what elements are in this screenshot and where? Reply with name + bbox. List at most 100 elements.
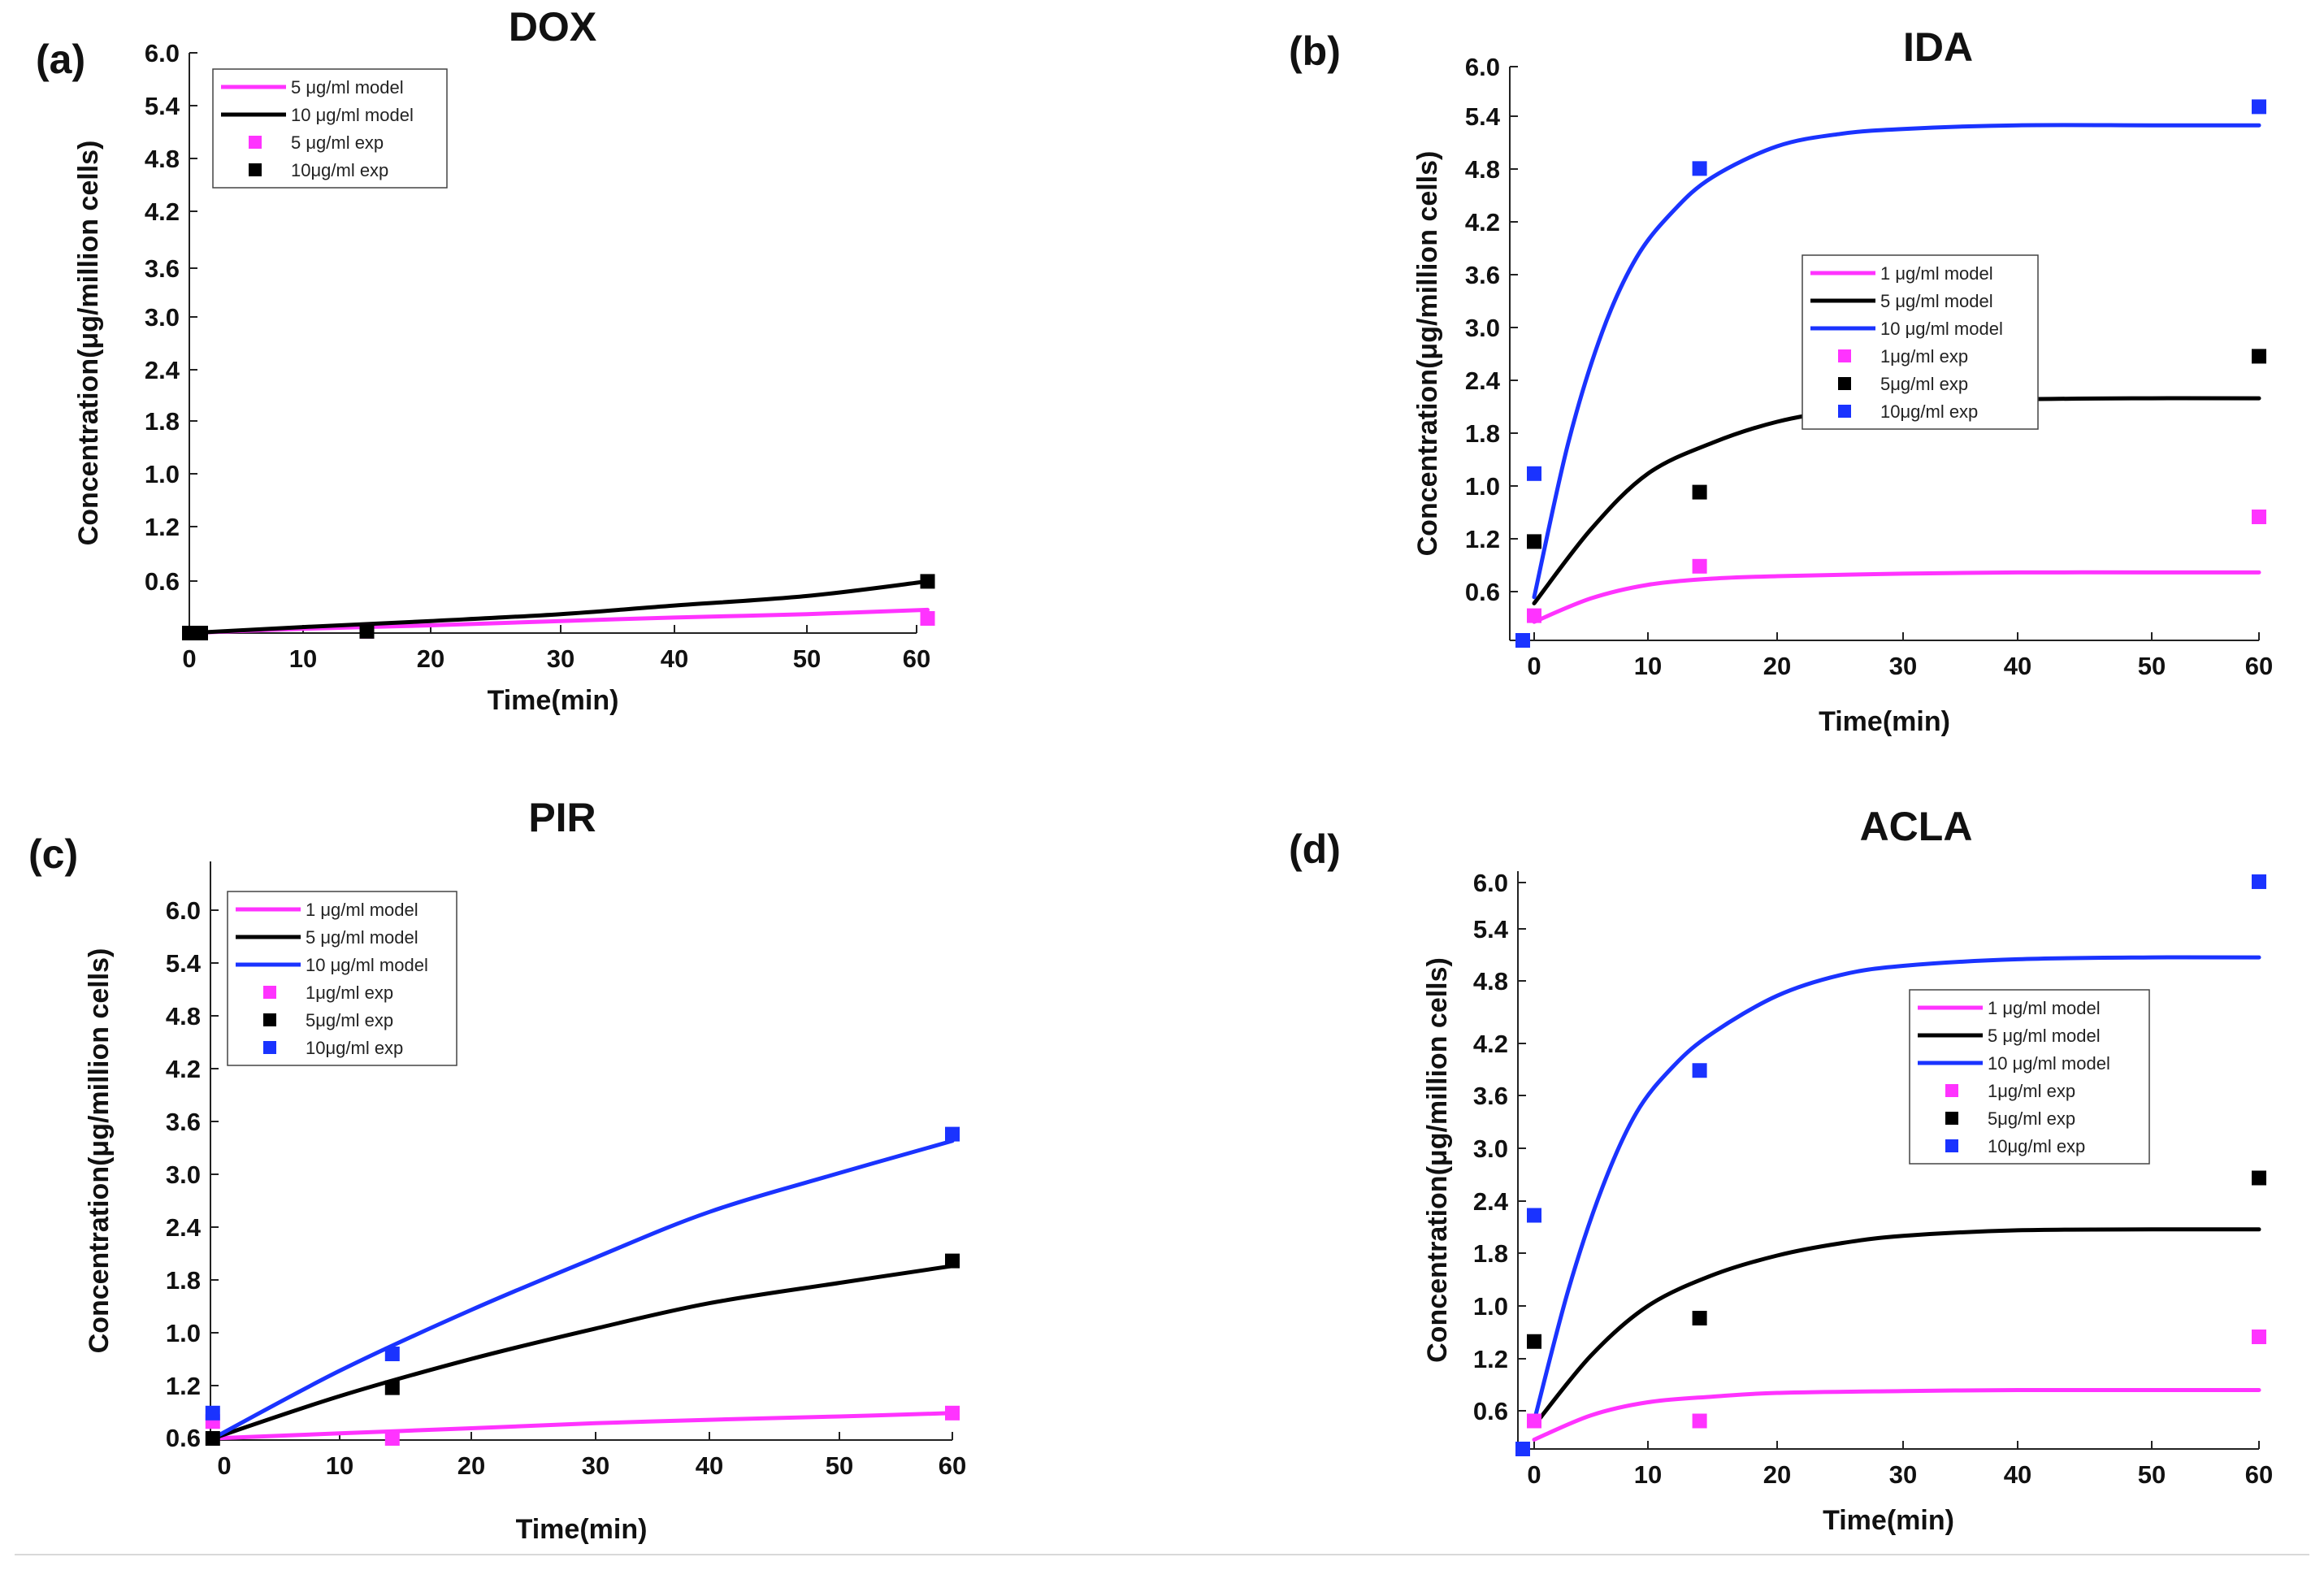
- legend-entry: 5 μg/ml model: [291, 77, 404, 98]
- x-tick-label: 40: [2004, 652, 2031, 680]
- legend-entry: 10 μg/ml model: [1880, 319, 2003, 339]
- legend-entry: 5 μg/ml exp: [291, 132, 384, 153]
- data-point: [2252, 99, 2266, 115]
- legend-marker-swatch: [1838, 349, 1851, 362]
- y-tick-label: 5.4: [145, 92, 180, 120]
- data-point: [1527, 466, 1541, 481]
- panel-letter: (c): [28, 831, 78, 877]
- series-6: [1515, 874, 2266, 1456]
- y-tick-label: 2.4: [1465, 367, 1501, 395]
- series-2: [1532, 1227, 2261, 1428]
- series-3: [210, 1139, 955, 1441]
- legend-marker-swatch: [1838, 377, 1851, 390]
- y-tick-label: 3.6: [1465, 261, 1500, 289]
- series-4: [1527, 1330, 2266, 1429]
- x-tick-label: 30: [1889, 1460, 1917, 1489]
- series-2: [187, 579, 930, 636]
- y-tick-label: 1.2: [1465, 525, 1500, 553]
- legend-marker-swatch: [1838, 405, 1851, 418]
- y-tick-label: 6.0: [145, 39, 180, 67]
- y-tick-label: 0.6: [1465, 578, 1500, 606]
- y-tick-label: 6.0: [166, 896, 201, 925]
- y-tick-label: 1.2: [145, 513, 180, 541]
- x-tick-label: 50: [2138, 652, 2166, 680]
- x-tick-label: 0: [1527, 652, 1541, 680]
- y-tick-label: 0.6: [145, 567, 180, 596]
- legend-entry: 5 μg/ml model: [306, 927, 418, 948]
- panel-letter: (b): [1289, 28, 1341, 74]
- legend-marker-swatch: [249, 136, 262, 149]
- y-tick-label: 1.2: [1473, 1345, 1508, 1373]
- data-point: [2252, 1330, 2266, 1344]
- x-tick-label: 10: [1634, 1460, 1662, 1489]
- y-tick-label: 3.0: [166, 1160, 201, 1189]
- x-tick-label: 60: [2245, 1460, 2273, 1489]
- legend-entry: 10 μg/ml model: [1988, 1053, 2110, 1074]
- data-point: [945, 1253, 960, 1269]
- legend-entry: 10 μg/ml model: [306, 955, 428, 975]
- data-point: [1692, 1063, 1707, 1078]
- x-tick-label: 10: [326, 1451, 353, 1480]
- legend-marker-swatch: [263, 1041, 276, 1054]
- data-point: [1692, 161, 1707, 176]
- y-tick-label: 3.6: [1473, 1082, 1508, 1110]
- y-tick-label: 3.6: [166, 1108, 201, 1136]
- legend-entry: 5μg/ml exp: [306, 1010, 393, 1030]
- bottom-divider: [15, 1554, 2309, 1555]
- data-point: [1692, 1413, 1707, 1429]
- chart-title: DOX: [509, 4, 596, 50]
- data-point: [205, 1431, 220, 1446]
- y-tick-label: 4.8: [1473, 967, 1508, 996]
- y-tick-label: 5.4: [166, 949, 202, 978]
- legend: 1 μg/ml model 5 μg/ml model 10 μg/ml model…: [1802, 254, 2039, 430]
- data-point: [1692, 1311, 1707, 1325]
- x-tick-label: 30: [1889, 652, 1917, 680]
- chart-title: IDA: [1903, 24, 1973, 70]
- y-tick-label: 2.4: [166, 1213, 202, 1242]
- series-1: [1532, 1387, 2261, 1442]
- legend-marker-swatch: [1945, 1139, 1958, 1152]
- series-3: [1532, 123, 2261, 600]
- series-line: [187, 579, 930, 636]
- chart-panel-3: (c) PIR 0.6 1.2 1.0 1.8 2.4 3.0 3.6 4.2 4.8 5.4 6.0 0…: [28, 795, 966, 1545]
- data-point: [2252, 874, 2266, 889]
- series-5: [205, 1253, 960, 1446]
- y-tick-label: 4.8: [166, 1002, 201, 1030]
- legend-entry: 1 μg/ml model: [1988, 998, 2101, 1018]
- x-tick-label: 20: [457, 1451, 485, 1480]
- chart-panel-2: (b) IDA 0.6 1.2 1.0 1.8 2.4 3.0 3.6 4.2 4.8 5.4 6.0 0…: [1289, 24, 2273, 737]
- series-5: [1527, 349, 2266, 549]
- y-tick-label: 1.0: [1465, 472, 1500, 501]
- data-point: [945, 1405, 960, 1421]
- x-axis-label: Time(min): [488, 685, 619, 716]
- y-tick-label: 6.0: [1465, 53, 1500, 81]
- legend-entry: 5 μg/ml model: [1988, 1026, 2101, 1046]
- y-tick-label: 3.6: [145, 254, 180, 283]
- x-tick-label: 20: [1763, 1460, 1791, 1489]
- y-tick-label: 3.0: [1473, 1134, 1508, 1163]
- x-axis-label: Time(min): [516, 1514, 648, 1545]
- data-point: [1527, 1334, 1541, 1349]
- x-tick-label: 10: [289, 644, 317, 673]
- data-point: [2252, 349, 2266, 364]
- data-point: [945, 1126, 960, 1142]
- y-tick-label: 4.2: [145, 197, 180, 226]
- chart-title: ACLA: [1860, 804, 1973, 849]
- legend-entry: 10μg/ml exp: [1880, 401, 1978, 422]
- y-tick-label: 1.0: [166, 1319, 201, 1347]
- x-tick-label: 0: [182, 644, 196, 673]
- series-5: [1527, 1170, 2266, 1349]
- y-tick-label: 6.0: [1473, 869, 1508, 897]
- y-tick-label: 1.2: [166, 1372, 201, 1400]
- y-axis-label: Concentration(μg/million cells): [1422, 957, 1453, 1363]
- panel-letter: (d): [1289, 826, 1341, 872]
- series-4: [182, 574, 935, 640]
- y-tick-label: 4.2: [1465, 208, 1500, 236]
- legend-box: [1802, 254, 2039, 430]
- y-tick-label: 0.6: [1473, 1397, 1508, 1425]
- x-tick-label: 60: [939, 1451, 966, 1480]
- series-1: [1532, 570, 2261, 624]
- y-tick-label: 5.4: [1465, 102, 1501, 131]
- data-point: [920, 610, 935, 626]
